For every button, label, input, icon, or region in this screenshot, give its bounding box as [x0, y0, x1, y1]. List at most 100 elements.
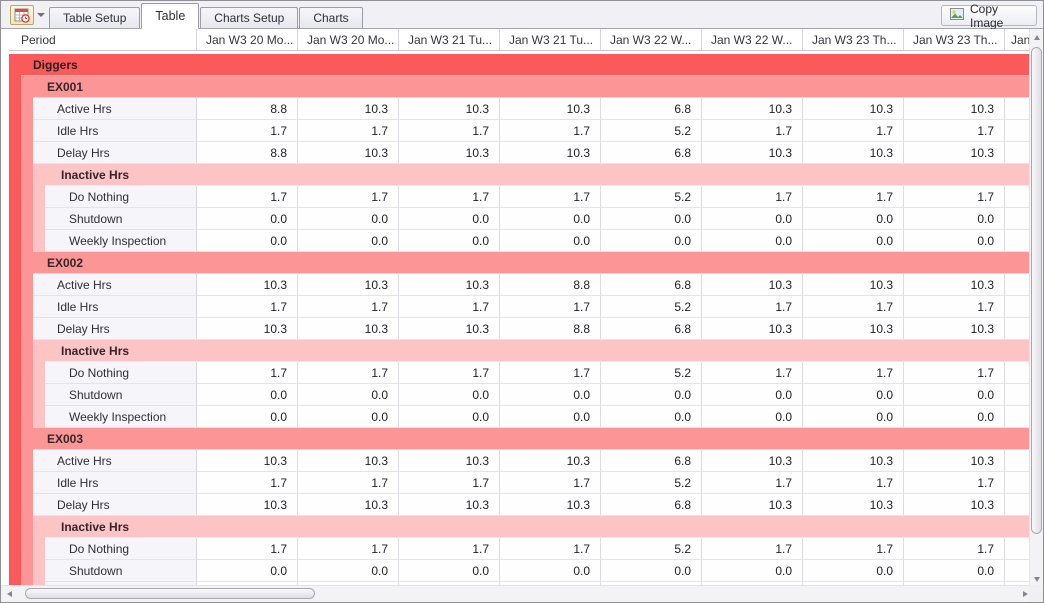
tab-table-setup[interactable]: Table Setup: [49, 7, 141, 28]
row-label: Do Nothing: [45, 186, 197, 207]
value-cell: 1.7: [803, 362, 904, 383]
column-header[interactable]: Jan W3 21 Tu...: [500, 29, 601, 50]
column-header[interactable]: Jan W3 23 Th...: [803, 29, 904, 50]
inactive-header[interactable]: Inactive Hrs: [45, 516, 1031, 538]
scroll-up-button[interactable]: [1030, 29, 1044, 45]
group-inactive: Inactive Hrs Do Nothing 1.7 1.7 1.7 1.7 5.2 1.…: [33, 516, 1031, 587]
value-cell: 1.7: [298, 186, 399, 207]
row-label: Shutdown: [45, 384, 197, 405]
scroll-right-button[interactable]: [1017, 586, 1033, 602]
row-label: Shutdown: [45, 560, 197, 581]
value-cell: 1.7: [803, 186, 904, 207]
vertical-scrollbar[interactable]: [1029, 29, 1043, 587]
scroll-down-button[interactable]: [1030, 571, 1044, 587]
value-cell: 1.7: [904, 120, 1005, 141]
value-cell: 0.0: [803, 560, 904, 581]
value-cell: 5.2: [601, 538, 702, 559]
column-header[interactable]: Jan W3 22 W...: [601, 29, 702, 50]
table-row: Do Nothing 1.7 1.7 1.7 1.7 5.2 1.7 1.7 1.7: [45, 186, 1031, 208]
value-cell: 1.7: [500, 296, 601, 317]
value-cell: 10.3: [197, 274, 298, 295]
equipment-rows: Active Hrs 8.8 10.3 10.3 10.3 6.8 10.3 10.3 10.3…: [33, 98, 1031, 164]
value-cell: 1.7: [702, 186, 803, 207]
equipment-header[interactable]: EX001: [33, 76, 1031, 98]
equipment-rows: Active Hrs 10.3 10.3 10.3 8.8 6.8 10.3 10.3 10.3…: [33, 274, 1031, 340]
horizontal-scroll-thumb[interactable]: [25, 588, 315, 599]
row-label: Idle Hrs: [33, 296, 197, 317]
row-label: Active Hrs: [33, 450, 197, 471]
value-cell: 0.0: [298, 384, 399, 405]
tab-bar: Table Setup Table Charts Setup Charts Copy …: [1, 1, 1043, 30]
table-options-button[interactable]: [8, 4, 48, 26]
value-cell: 0.0: [904, 560, 1005, 581]
period-header[interactable]: Period: [9, 29, 197, 50]
value-cell: 10.3: [702, 450, 803, 471]
column-header[interactable]: Jan W3 23 Th...: [904, 29, 1005, 50]
value-cell: 10.3: [197, 494, 298, 515]
value-cell: 8.8: [197, 142, 298, 163]
value-cell: 1.7: [197, 296, 298, 317]
column-header[interactable]: Jan W3 20 Mo...: [197, 29, 298, 50]
column-header[interactable]: Jan W3 20 Mo...: [298, 29, 399, 50]
equipment-header[interactable]: EX002: [33, 252, 1031, 274]
column-header[interactable]: Jan: [1011, 32, 1031, 47]
column-header[interactable]: Jan W3 21 Tu...: [399, 29, 500, 50]
value-cell: 1.7: [399, 472, 500, 493]
partial-cell: [1005, 560, 1031, 581]
value-cell: 0.0: [904, 406, 1005, 427]
inactive-header[interactable]: Inactive Hrs: [45, 340, 1031, 362]
table-row: Shutdown 0.0 0.0 0.0 0.0 0.0 0.0 0.0 0.0: [45, 208, 1031, 230]
value-cell: 0.0: [601, 406, 702, 427]
partial-cell: [1005, 274, 1031, 295]
row-label: Active Hrs: [33, 274, 197, 295]
value-cell: 1.7: [702, 538, 803, 559]
row-label: Do Nothing: [45, 362, 197, 383]
value-cell: 10.3: [803, 98, 904, 119]
value-cell: 10.3: [702, 318, 803, 339]
value-cell: 1.7: [500, 186, 601, 207]
inactive-header[interactable]: Inactive Hrs: [45, 164, 1031, 186]
tab-charts[interactable]: Charts: [299, 7, 363, 28]
vertical-scroll-thumb[interactable]: [1031, 47, 1042, 534]
value-cell: 10.3: [399, 494, 500, 515]
value-cell: 10.3: [399, 274, 500, 295]
value-cell: 1.7: [197, 538, 298, 559]
tab-charts-setup[interactable]: Charts Setup: [200, 7, 299, 28]
value-cell: 1.7: [803, 538, 904, 559]
scroll-left-button[interactable]: [1, 586, 17, 602]
value-cell: 1.7: [298, 472, 399, 493]
column-header[interactable]: Jan W3 22 W...: [702, 29, 803, 50]
group-header[interactable]: Diggers: [21, 54, 1031, 76]
value-cell: 0.0: [298, 208, 399, 229]
table-row: Do Nothing 1.7 1.7 1.7 1.7 5.2 1.7 1.7 1.7: [45, 538, 1031, 560]
value-cell: 1.7: [298, 120, 399, 141]
value-cell: 5.2: [601, 186, 702, 207]
tab-table[interactable]: Table: [141, 3, 200, 29]
value-cell: 1.7: [197, 120, 298, 141]
value-cell: 10.3: [803, 450, 904, 471]
horizontal-scrollbar[interactable]: [1, 585, 1033, 602]
value-cell: 0.0: [500, 406, 601, 427]
value-cell: 6.8: [601, 142, 702, 163]
value-cell: 1.7: [399, 296, 500, 317]
value-cell: 0.0: [298, 230, 399, 251]
value-cell: 5.2: [601, 472, 702, 493]
value-cell: 0.0: [601, 560, 702, 581]
value-cell: 0.0: [904, 208, 1005, 229]
value-cell: 10.3: [399, 318, 500, 339]
copy-image-button[interactable]: Copy Image: [941, 2, 1037, 30]
value-cell: 1.7: [298, 538, 399, 559]
value-cell: 0.0: [500, 208, 601, 229]
row-label: Delay Hrs: [33, 142, 197, 163]
value-cell: 0.0: [399, 230, 500, 251]
value-cell: 10.3: [298, 494, 399, 515]
value-cell: 10.3: [399, 142, 500, 163]
equipment-header[interactable]: EX003: [33, 428, 1031, 450]
inactive-rows: Do Nothing 1.7 1.7 1.7 1.7 5.2 1.7 1.7 1.7 Shutd…: [45, 186, 1031, 252]
value-cell: 10.3: [197, 318, 298, 339]
value-cell: 0.0: [197, 384, 298, 405]
value-cell: 1.7: [702, 362, 803, 383]
table-row: Do Nothing 1.7 1.7 1.7 1.7 5.2 1.7 1.7 1.7: [45, 362, 1031, 384]
value-cell: 8.8: [500, 318, 601, 339]
partial-cell: [1005, 538, 1031, 559]
